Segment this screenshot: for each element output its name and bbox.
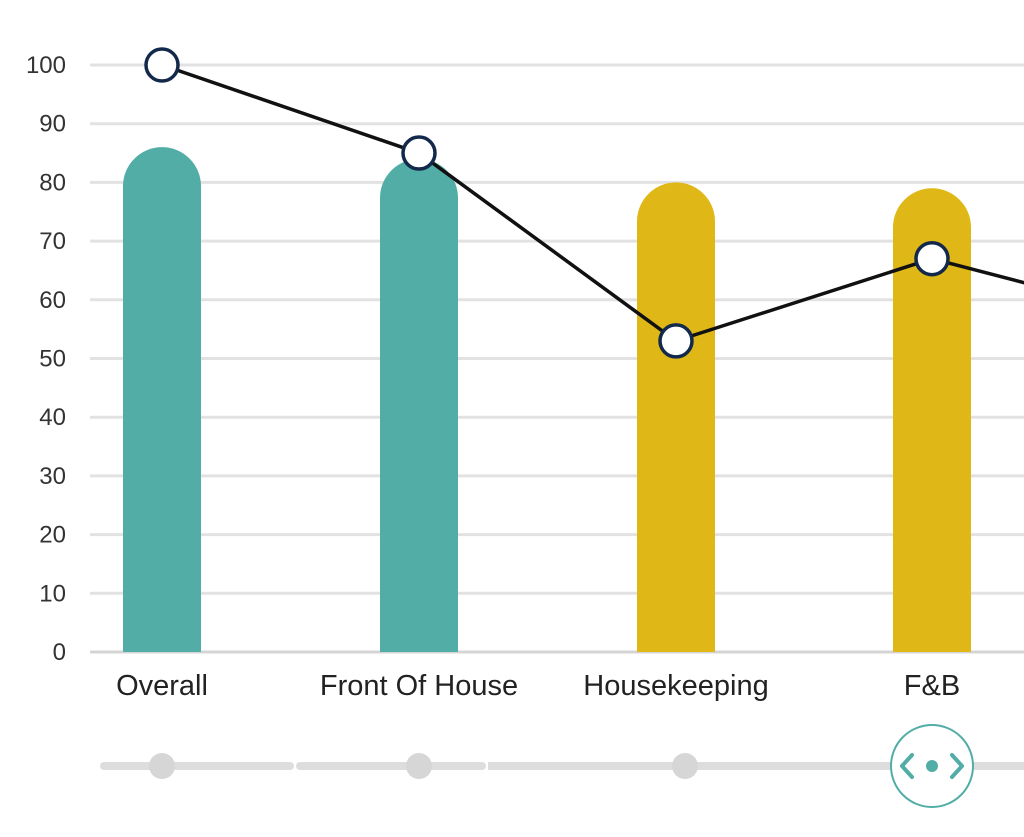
bar — [380, 158, 458, 652]
scroller-dot[interactable] — [406, 753, 432, 779]
scroller-dot[interactable] — [149, 753, 175, 779]
gridlines — [90, 63, 1024, 654]
x-tick-label: F&B — [904, 670, 960, 702]
x-tick-label: Overall — [116, 670, 208, 702]
y-tick-label: 30 — [39, 463, 66, 490]
y-tick-label: 10 — [39, 580, 66, 607]
y-tick-label: 50 — [39, 346, 66, 373]
line-point — [914, 240, 950, 277]
bars — [123, 147, 971, 652]
y-tick-label: 40 — [39, 404, 66, 431]
scroller-handle[interactable] — [890, 724, 974, 808]
line-point — [401, 135, 437, 171]
x-tick-label: Housekeeping — [583, 670, 768, 702]
x-axis-labels: Overall Front Of House Housekeeping F&B — [116, 670, 960, 702]
line-point — [144, 47, 180, 83]
scroller-dot[interactable] — [672, 753, 698, 779]
y-tick-label: 60 — [39, 287, 66, 314]
line-point — [658, 323, 694, 359]
y-tick-label: 0 — [53, 639, 66, 666]
dot-icon — [926, 760, 938, 772]
trend-line — [144, 47, 1024, 359]
chart-scroller[interactable] — [100, 724, 1024, 808]
bar — [637, 182, 715, 652]
y-axis-labels: 0 10 20 30 40 50 60 70 80 90 100 — [26, 52, 66, 666]
chevron-right-icon — [950, 753, 964, 779]
y-tick-label: 90 — [39, 111, 66, 138]
y-tick-label: 80 — [39, 169, 66, 196]
y-tick-label: 100 — [26, 52, 66, 79]
chevron-left-icon — [900, 753, 914, 779]
bar — [893, 188, 971, 652]
bar — [123, 147, 201, 652]
y-tick-label: 70 — [39, 228, 66, 255]
x-tick-label: Front Of House — [320, 670, 518, 702]
y-tick-label: 20 — [39, 522, 66, 549]
